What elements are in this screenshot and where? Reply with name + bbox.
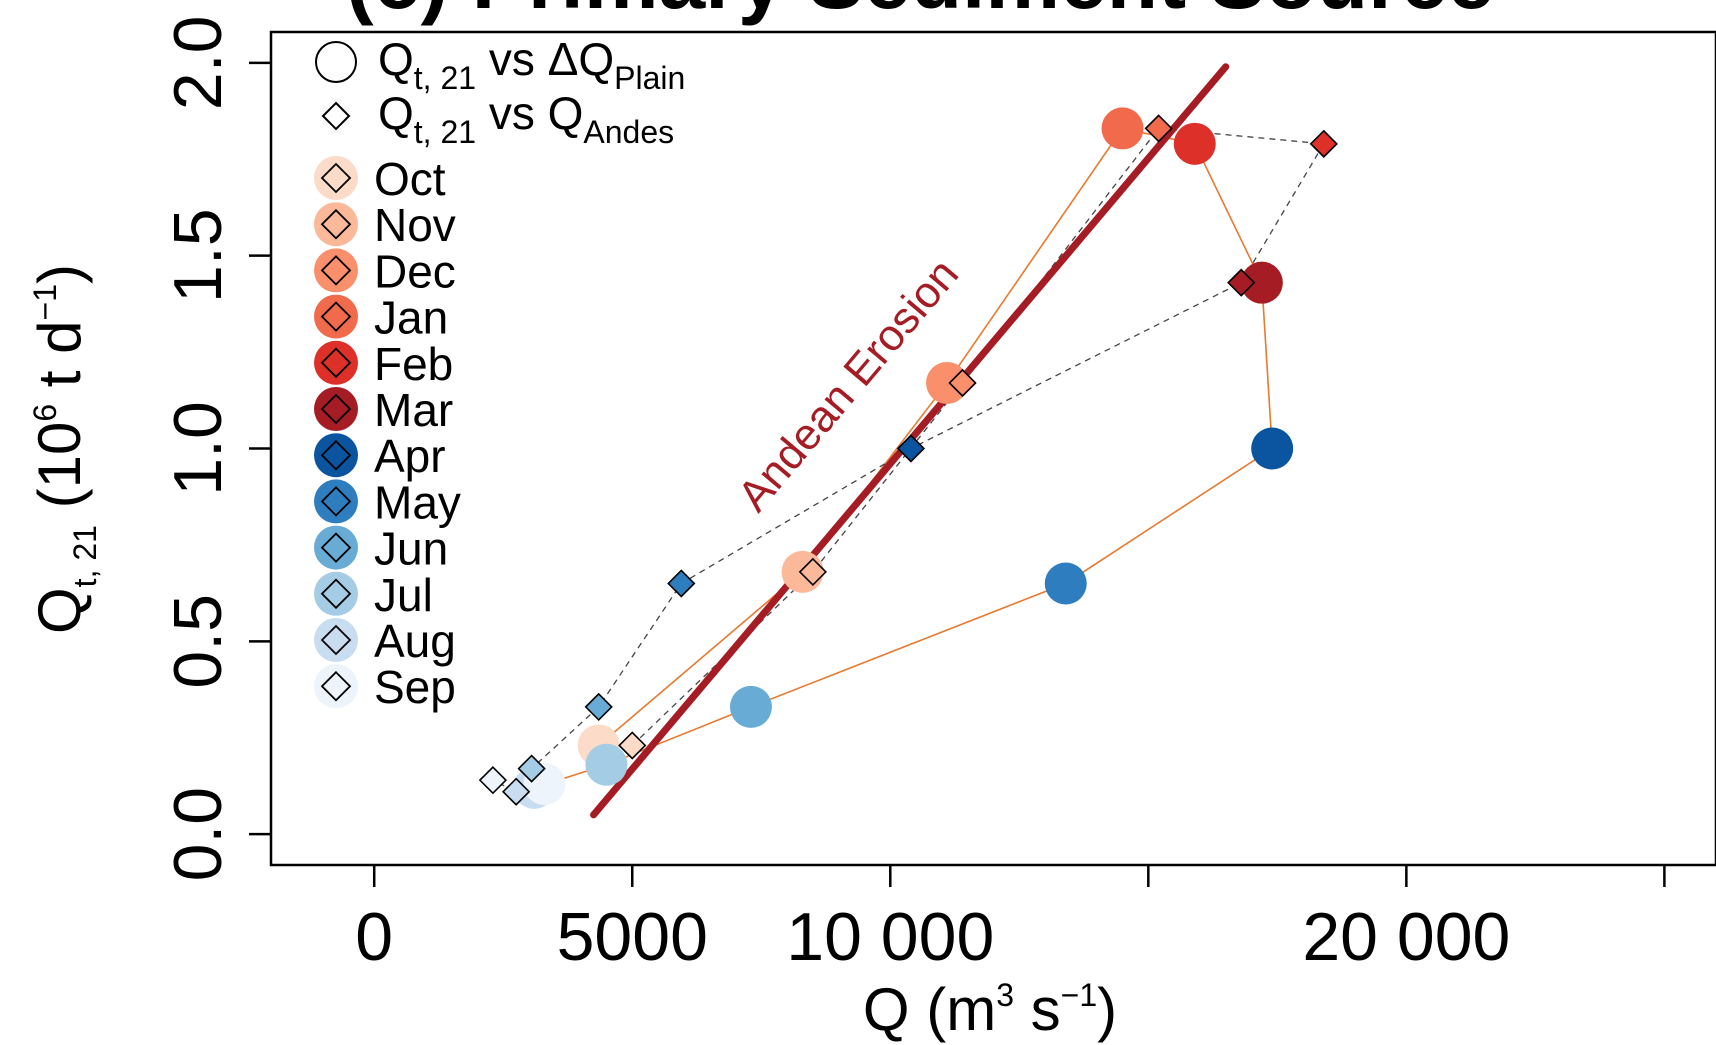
diamond-point-feb bbox=[1309, 129, 1338, 158]
series-line bbox=[533, 127, 1274, 789]
diamond-point-apr bbox=[896, 434, 926, 463]
legend-item-feb: Feb bbox=[314, 338, 453, 390]
diamond-point-aug bbox=[502, 777, 531, 806]
circle-point-jul bbox=[585, 743, 628, 786]
legend-month-label: Nov bbox=[374, 199, 456, 251]
y-axis: 0.0 0.5 1.0 1.5 2.0 bbox=[160, 16, 271, 882]
circle-point-feb bbox=[1173, 122, 1216, 165]
legend-month-label: Mar bbox=[374, 384, 453, 436]
circle-point-jan bbox=[1101, 107, 1144, 150]
y-tick-label: 1.5 bbox=[160, 208, 236, 303]
legend-item-apr: Apr bbox=[314, 430, 446, 482]
legend-month-label: Jul bbox=[374, 569, 433, 621]
y-axis-label: Qt, 21 (106 t d−1) bbox=[26, 264, 103, 634]
legend-month-diamond bbox=[320, 393, 352, 425]
diamond-point-oct bbox=[618, 731, 647, 760]
legend-item-mar: Mar bbox=[314, 384, 453, 436]
chart-title: (c) Primary Sediment Source bbox=[346, 0, 1494, 26]
legend-item-jan: Jan bbox=[314, 292, 448, 344]
x-axis: 0 5000 10 000 20 000 bbox=[355, 865, 1666, 975]
legend-item-oct: Oct bbox=[314, 153, 446, 205]
legend-series-circle: Qt, 21 vs ΔQPlain bbox=[378, 33, 685, 96]
x-tick-label: 0 bbox=[355, 899, 393, 975]
diamond-point-jun bbox=[584, 692, 613, 722]
legend-month-diamond bbox=[320, 439, 352, 471]
legend-month-diamond bbox=[320, 208, 352, 240]
legend-month-diamond bbox=[320, 486, 352, 517]
plot-frame bbox=[269, 30, 1716, 867]
diamond-point-may bbox=[667, 569, 696, 598]
series-lines bbox=[492, 127, 1325, 793]
diamond-point-jan bbox=[1144, 114, 1173, 143]
diamond-point-nov bbox=[798, 557, 828, 587]
x-axis-label: Q (m3 s−1) bbox=[863, 976, 1117, 1043]
circle-point-may bbox=[1044, 562, 1087, 605]
chart-title-text: (c) Primary Sediment Source bbox=[346, 0, 1494, 26]
diamond-point-jul bbox=[517, 754, 546, 783]
diamond-point-mar bbox=[1227, 268, 1256, 297]
legend-diamond-symbol bbox=[321, 101, 351, 131]
legend-month-diamond bbox=[320, 624, 352, 656]
legend-month-label: Oct bbox=[374, 153, 446, 205]
legend-month-diamond bbox=[320, 162, 352, 194]
legend-month-label: Sep bbox=[374, 661, 456, 713]
legend-month-diamond bbox=[320, 670, 352, 702]
legend-month-diamond bbox=[320, 255, 352, 286]
series-line bbox=[492, 127, 1325, 793]
x-tick-label: 5000 bbox=[557, 899, 708, 975]
x-tick-label: 20 000 bbox=[1302, 899, 1510, 975]
y-tick-label: 0.0 bbox=[160, 787, 236, 882]
legend-month-diamond bbox=[320, 578, 352, 610]
legend-month-diamond bbox=[320, 532, 352, 563]
circle-point-dec bbox=[926, 361, 969, 404]
legend-item-aug: Aug bbox=[314, 615, 456, 667]
legend-month-label: Apr bbox=[374, 430, 446, 482]
legend-month-label: Feb bbox=[374, 338, 453, 390]
legend-item-jun: Jun bbox=[314, 523, 448, 575]
circle-point-mar bbox=[1240, 261, 1283, 304]
y-tick-label: 1.0 bbox=[160, 401, 236, 496]
legend-month-label: Jun bbox=[374, 523, 448, 575]
legend-month-label: May bbox=[374, 476, 461, 528]
legend-month-label: Dec bbox=[374, 245, 456, 297]
legend-month-label: Aug bbox=[374, 615, 456, 667]
legend-month-diamond bbox=[320, 347, 352, 379]
legend-item-jul: Jul bbox=[314, 569, 433, 621]
legend-item-nov: Nov bbox=[314, 199, 456, 251]
y-tick-label: 2.0 bbox=[160, 16, 236, 111]
legend-item-dec: Dec bbox=[314, 245, 456, 297]
legend-series-diamond: Qt, 21 vs QAndes bbox=[378, 87, 674, 150]
legend-circle-symbol bbox=[315, 41, 357, 83]
diamond-point-dec bbox=[948, 368, 977, 398]
data-points bbox=[478, 107, 1338, 809]
legend-month-diamond bbox=[320, 301, 352, 332]
legend-month-label: Jan bbox=[374, 292, 448, 344]
circle-point-apr bbox=[1251, 427, 1294, 470]
circle-point-jun bbox=[729, 685, 772, 728]
x-tick-label: 10 000 bbox=[786, 899, 994, 975]
y-tick-label: 0.5 bbox=[160, 594, 236, 689]
legend-item-may: May bbox=[314, 476, 461, 528]
diamond-point-sep bbox=[478, 766, 508, 795]
legend-item-sep: Sep bbox=[314, 661, 456, 713]
